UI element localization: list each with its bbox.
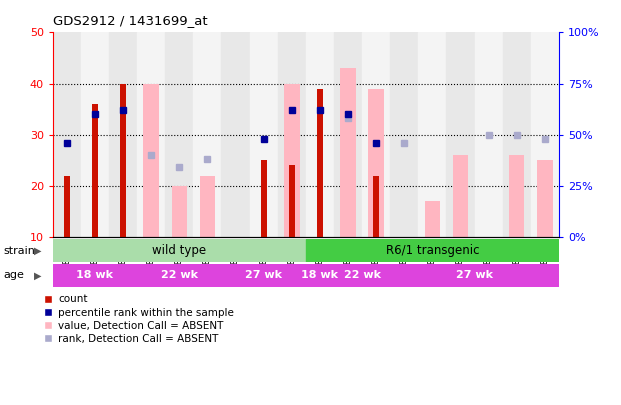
Bar [390, 32, 419, 237]
Bar [53, 239, 306, 262]
Bar [362, 32, 390, 237]
Bar [200, 176, 215, 237]
Bar [81, 32, 109, 237]
Bar [53, 32, 81, 237]
Bar [109, 32, 137, 237]
Bar [137, 32, 165, 237]
Bar [284, 83, 299, 237]
Legend: count, percentile rank within the sample, value, Detection Call = ABSENT, rank, : count, percentile rank within the sample… [42, 294, 234, 344]
Text: strain: strain [3, 246, 35, 256]
Text: R6/1 transgenic: R6/1 transgenic [386, 244, 479, 257]
Bar [53, 264, 137, 287]
Bar [531, 32, 559, 237]
Bar [419, 32, 446, 237]
Text: 27 wk: 27 wk [245, 271, 282, 280]
Bar [193, 32, 222, 237]
Bar [509, 155, 525, 237]
Text: 18 wk: 18 wk [301, 271, 338, 280]
Bar [306, 32, 334, 237]
Text: 27 wk: 27 wk [456, 271, 493, 280]
Bar [143, 83, 159, 237]
Bar [537, 160, 553, 237]
Bar [373, 176, 379, 237]
Bar [171, 186, 187, 237]
Bar [502, 32, 531, 237]
Bar [390, 264, 559, 287]
Bar [222, 264, 306, 287]
Bar [425, 201, 440, 237]
Bar [446, 32, 474, 237]
Text: 18 wk: 18 wk [76, 271, 114, 280]
Bar [340, 68, 356, 237]
Text: age: age [3, 271, 24, 280]
Bar [289, 165, 295, 237]
Bar [222, 32, 250, 237]
Text: 22 wk: 22 wk [161, 271, 198, 280]
Bar [368, 89, 384, 237]
Text: ▶: ▶ [34, 271, 42, 280]
Bar [306, 239, 559, 262]
Bar [474, 32, 502, 237]
Bar [92, 104, 98, 237]
Bar [278, 32, 306, 237]
Text: GDS2912 / 1431699_at: GDS2912 / 1431699_at [53, 14, 207, 27]
Bar [306, 264, 334, 287]
Bar [334, 264, 390, 287]
Bar [120, 83, 126, 237]
Text: wild type: wild type [152, 244, 206, 257]
Bar [165, 32, 193, 237]
Text: 22 wk: 22 wk [343, 271, 381, 280]
Bar [453, 155, 468, 237]
Bar [137, 264, 222, 287]
Text: ▶: ▶ [34, 246, 42, 256]
Bar [334, 32, 362, 237]
Bar [250, 32, 278, 237]
Bar [317, 89, 323, 237]
Bar [64, 176, 70, 237]
Bar [261, 160, 267, 237]
